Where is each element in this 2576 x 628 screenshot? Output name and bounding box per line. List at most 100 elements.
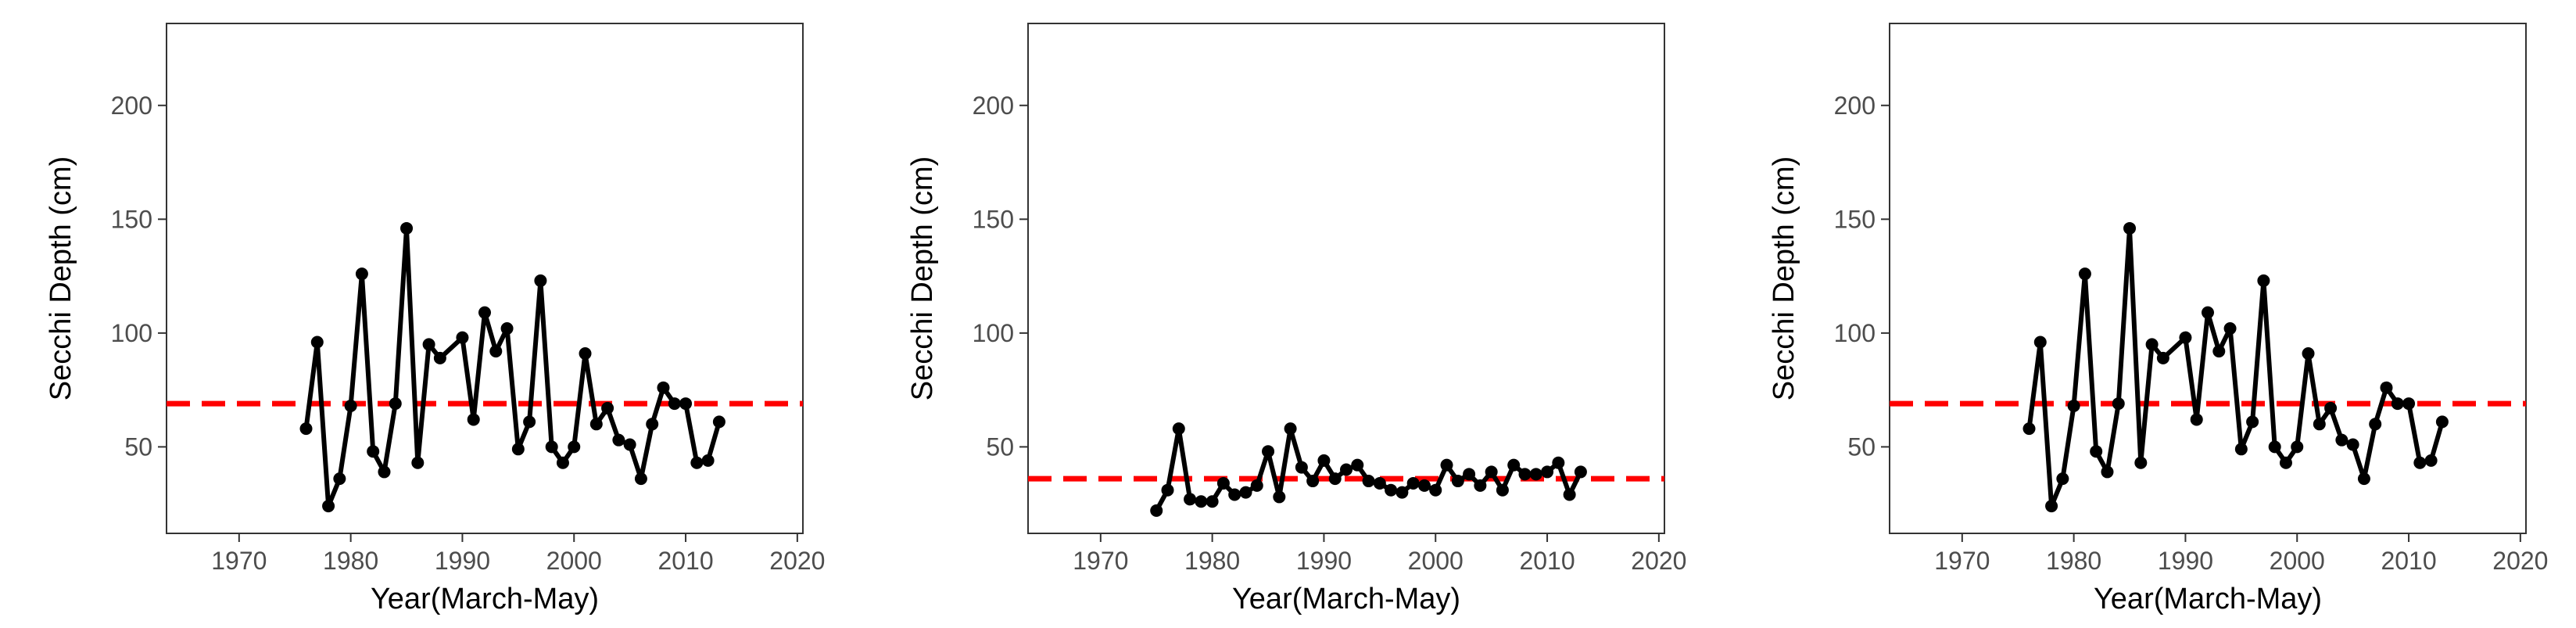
y-tick-label: 50 (124, 432, 152, 461)
data-point (568, 440, 581, 454)
data-point (1417, 479, 1431, 492)
chart-panel-2: 1970 1980 1990 2000 2010 2020 50 100 150 200 Year(… (906, 23, 1686, 615)
data-point (456, 331, 469, 344)
data-point (1440, 458, 1453, 472)
data-point (534, 274, 547, 287)
y-axis-title: Secchi Depth (cm) (906, 156, 939, 401)
data-point (1429, 483, 1442, 497)
data-point (1406, 476, 1420, 490)
x-tick-label: 1980 (323, 547, 378, 575)
data-point (2078, 267, 2091, 281)
data-point (2045, 500, 2058, 513)
x-tick-label: 1970 (1073, 547, 1128, 575)
data-point (2257, 274, 2270, 287)
data-point (634, 472, 647, 486)
data-point (545, 440, 558, 454)
data-point (1395, 486, 1409, 499)
data-point (2101, 465, 2114, 479)
data-point (2145, 338, 2159, 351)
data-point (2067, 400, 2080, 412)
data-point (1284, 422, 1297, 436)
data-point (1195, 495, 1208, 508)
y-tick-label: 100 (111, 319, 152, 347)
data-point (1541, 465, 1554, 479)
plot-frame (1027, 23, 1665, 534)
plot-frame (1889, 23, 2527, 534)
data-point (646, 418, 659, 431)
y-tick-label: 200 (973, 92, 1014, 120)
data-point (679, 397, 693, 411)
data-point (1518, 468, 1532, 481)
x-axis-title: Year(March-May) (371, 583, 599, 615)
chart-panel-3: 1970 1980 1990 2000 2010 2020 50 100 150 200 Year(… (1768, 23, 2548, 615)
data-point (333, 472, 346, 486)
data-point (511, 443, 525, 456)
data-point (2134, 456, 2148, 469)
data-point (2202, 306, 2214, 319)
data-point (2346, 438, 2359, 451)
data-point (2380, 381, 2393, 394)
data-point (1351, 458, 1364, 472)
data-point (2324, 401, 2338, 414)
data-point (1216, 476, 1230, 490)
data-point (579, 347, 592, 361)
chart-panel-1: 1970 1980 1990 2000 2010 2020 50 100 150 200 Year(… (45, 23, 825, 615)
data-point (478, 306, 491, 319)
data-point (355, 267, 368, 281)
data-point (500, 322, 514, 336)
data-point (2234, 443, 2248, 456)
data-point (2056, 472, 2069, 486)
y-tick-label: 100 (1834, 319, 1876, 347)
y-tick-label: 150 (973, 205, 1014, 233)
data-point (422, 338, 435, 351)
data-point (2302, 347, 2315, 361)
data-point (2313, 418, 2326, 431)
data-point (2033, 336, 2047, 349)
data-point (1172, 422, 1185, 436)
data-point (1340, 463, 1352, 476)
x-axis-title: Year(March-May) (2094, 583, 2322, 615)
data-point (701, 454, 715, 467)
data-point (467, 413, 480, 426)
data-point (1206, 495, 1219, 508)
data-point (1273, 490, 1286, 504)
y-tick-label: 150 (1834, 205, 1876, 233)
data-point (1563, 488, 1576, 501)
data-point (1529, 468, 1542, 481)
data-point (1574, 465, 1587, 479)
y-tick-label: 200 (111, 92, 152, 120)
data-point (1228, 488, 1241, 501)
data-point (433, 351, 446, 364)
data-point (367, 445, 380, 458)
x-tick-label: 2010 (2381, 547, 2436, 575)
x-tick-label: 2010 (657, 547, 713, 575)
x-tick-label: 2020 (769, 547, 825, 575)
data-point (344, 400, 357, 412)
x-tick-label: 1990 (435, 547, 490, 575)
data-point (378, 465, 391, 479)
data-point (712, 415, 726, 429)
x-tick-label: 1990 (1296, 547, 1352, 575)
data-point (1451, 475, 1464, 488)
x-tick-label: 1990 (2158, 547, 2213, 575)
data-point (556, 456, 569, 469)
data-point (2279, 456, 2292, 469)
data-point (589, 418, 603, 431)
data-point (612, 433, 625, 447)
data-point (1362, 475, 1375, 488)
data-point (1385, 483, 1398, 497)
x-tick-label: 2000 (2270, 547, 2325, 575)
data-point (2402, 397, 2416, 411)
x-tick-label: 1980 (2046, 547, 2101, 575)
data-point (322, 500, 335, 513)
data-point (623, 438, 636, 451)
data-point (1239, 486, 1252, 499)
x-tick-label: 2020 (2492, 547, 2548, 575)
data-point (1496, 483, 1509, 497)
data-point (601, 401, 614, 414)
data-point (1161, 483, 1174, 497)
y-tick-label: 100 (973, 319, 1014, 347)
data-point (2112, 397, 2125, 411)
data-point (1317, 454, 1331, 467)
